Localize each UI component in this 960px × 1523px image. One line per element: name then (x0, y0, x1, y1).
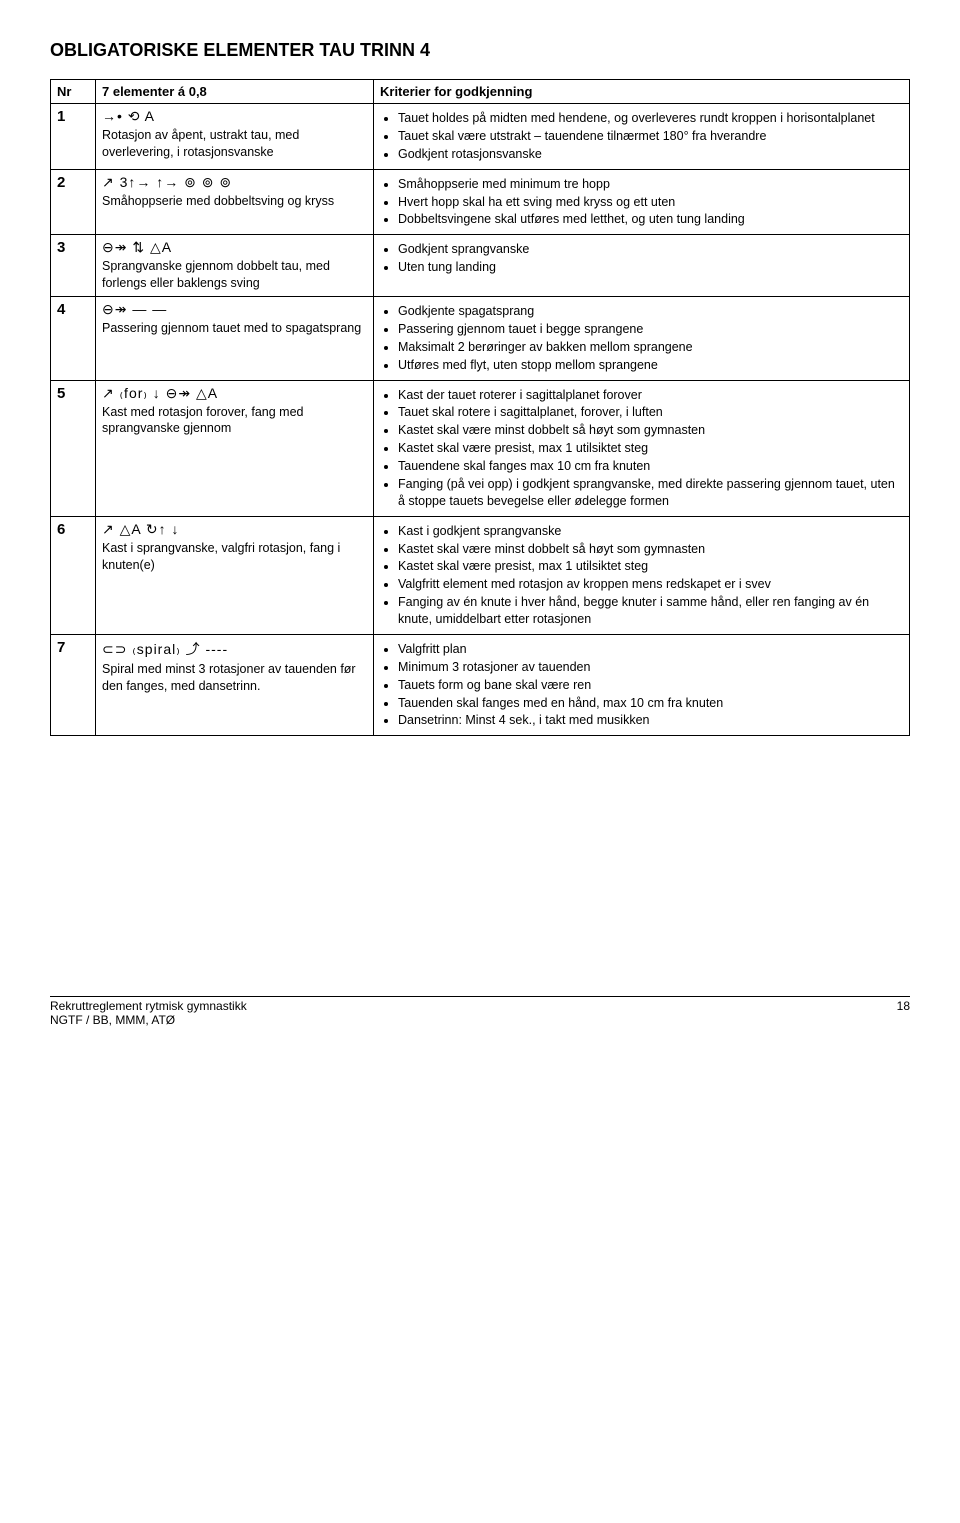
criteria-item: Utføres med flyt, uten stopp mellom spra… (398, 357, 903, 374)
criteria-list: Kast der tauet roterer i sagittalplanet … (380, 387, 903, 510)
element-description: Kast med rotasjon forover, fang med spra… (102, 404, 367, 438)
criteria-item: Kastet skal være minst dobbelt så høyt s… (398, 422, 903, 439)
criteria-list: Småhoppserie med minimum tre hoppHvert h… (380, 176, 903, 229)
element-cell: ⊂⊃ ₍spiral₎ ⤴ ----Spiral med minst 3 rot… (96, 634, 374, 735)
criteria-item: Kastet skal være presist, max 1 utilsikt… (398, 440, 903, 457)
page-footer: Rekruttreglement rytmisk gymnastikk NGTF… (50, 996, 910, 1027)
element-glyphs: ⊂⊃ ₍spiral₎ ⤴ ---- (102, 639, 367, 659)
element-description: Spiral med minst 3 rotasjoner av tauende… (102, 661, 367, 695)
row-number: 7 (51, 634, 96, 735)
criteria-cell: Kast der tauet roterer i sagittalplanet … (374, 380, 910, 516)
row-number: 4 (51, 297, 96, 381)
elements-table: Nr 7 elementer á 0,8 Kriterier for godkj… (50, 79, 910, 736)
element-glyphs: ⊖↠ ⇅ △A (102, 239, 367, 256)
criteria-item: Tauenden skal fanges med en hånd, max 10… (398, 695, 903, 712)
table-row: 4 ⊖↠ — — Passering gjennom tauet med to sp… (51, 297, 910, 381)
criteria-item: Uten tung landing (398, 259, 903, 276)
element-cell: ⊖↠ ⇅ △A Sprangvanske gjennom dobbelt tau,… (96, 235, 374, 297)
criteria-item: Passering gjennom tauet i begge sprangen… (398, 321, 903, 338)
criteria-item: Valgfritt plan (398, 641, 903, 658)
criteria-cell: Valgfritt planMinimum 3 rotasjoner av ta… (374, 634, 910, 735)
row-number: 6 (51, 516, 96, 634)
criteria-cell: Kast i godkjent sprangvanskeKastet skal … (374, 516, 910, 634)
header-nr: Nr (51, 80, 96, 104)
element-description: Kast i sprangvanske, valgfri rotasjon, f… (102, 540, 367, 574)
row-number: 3 (51, 235, 96, 297)
row-number: 1 (51, 104, 96, 170)
footer-line1: Rekruttreglement rytmisk gymnastikk (50, 999, 247, 1013)
element-description: Passering gjennom tauet med to spagatspr… (102, 320, 367, 337)
criteria-list: Kast i godkjent sprangvanskeKastet skal … (380, 523, 903, 628)
row-number: 2 (51, 169, 96, 235)
row-number: 5 (51, 380, 96, 516)
element-description: Sprangvanske gjennom dobbelt tau, med fo… (102, 258, 367, 292)
criteria-cell: Tauet holdes på midten med hendene, og o… (374, 104, 910, 170)
element-glyphs: ↗ △A ↻↑ ↓ (102, 521, 367, 538)
criteria-item: Kast i godkjent sprangvanske (398, 523, 903, 540)
element-glyphs: ↗ 3↑→ ↑→ ⊚ ⊚ ⊚ (102, 174, 367, 191)
header-elements: 7 elementer á 0,8 (96, 80, 374, 104)
criteria-item: Godkjente spagatsprang (398, 303, 903, 320)
criteria-item: Hvert hopp skal ha ett sving med kryss o… (398, 194, 903, 211)
criteria-item: Tauet holdes på midten med hendene, og o… (398, 110, 903, 127)
criteria-item: Godkjent sprangvanske (398, 241, 903, 258)
criteria-item: Kastet skal være presist, max 1 utilsikt… (398, 558, 903, 575)
element-cell: ↗ 3↑→ ↑→ ⊚ ⊚ ⊚ Småhoppserie med dobbeltsv… (96, 169, 374, 235)
criteria-item: Tauets form og bane skal være ren (398, 677, 903, 694)
footer-left: Rekruttreglement rytmisk gymnastikk NGTF… (50, 999, 247, 1027)
criteria-list: Godkjente spagatsprangPassering gjennom … (380, 303, 903, 374)
criteria-item: Kast der tauet roterer i sagittalplanet … (398, 387, 903, 404)
element-glyphs: →• ⟲ A (102, 108, 367, 125)
table-row: 6 ↗ △A ↻↑ ↓ Kast i sprangvanske, valgfri r… (51, 516, 910, 634)
element-cell: →• ⟲ A Rotasjon av åpent, ustrakt tau, me… (96, 104, 374, 170)
criteria-list: Tauet holdes på midten med hendene, og o… (380, 110, 903, 163)
criteria-item: Dobbeltsvingene skal utføres med letthet… (398, 211, 903, 228)
element-cell: ↗ ₍for₎ ↓ ⊖↠ △A Kast med rotasjon forover… (96, 380, 374, 516)
element-cell: ⊖↠ — — Passering gjennom tauet med to spa… (96, 297, 374, 381)
criteria-item: Småhoppserie med minimum tre hopp (398, 176, 903, 193)
criteria-item: Fanging (på vei opp) i godkjent sprangva… (398, 476, 903, 510)
element-glyphs: ⊖↠ — — (102, 301, 367, 318)
table-row: 7⊂⊃ ₍spiral₎ ⤴ ----Spiral med minst 3 ro… (51, 634, 910, 735)
footer-line2: NGTF / BB, MMM, ATØ (50, 1013, 247, 1027)
element-glyphs: ↗ ₍for₎ ↓ ⊖↠ △A (102, 385, 367, 402)
criteria-cell: Småhoppserie med minimum tre hoppHvert h… (374, 169, 910, 235)
criteria-item: Tauet skal være utstrakt – tauendene til… (398, 128, 903, 145)
criteria-item: Godkjent rotasjonsvanske (398, 146, 903, 163)
page-title: OBLIGATORISKE ELEMENTER TAU TRINN 4 (50, 40, 910, 61)
table-row: 5 ↗ ₍for₎ ↓ ⊖↠ △A Kast med rotasjon forove… (51, 380, 910, 516)
criteria-cell: Godkjente spagatsprangPassering gjennom … (374, 297, 910, 381)
criteria-list: Godkjent sprangvanskeUten tung landing (380, 241, 903, 276)
element-description: Rotasjon av åpent, ustrakt tau, med over… (102, 127, 367, 161)
criteria-item: Tauet skal rotere i sagittalplanet, foro… (398, 404, 903, 421)
element-cell: ↗ △A ↻↑ ↓ Kast i sprangvanske, valgfri ro… (96, 516, 374, 634)
table-row: 3 ⊖↠ ⇅ △A Sprangvanske gjennom dobbelt tau… (51, 235, 910, 297)
criteria-item: Minimum 3 rotasjoner av tauenden (398, 659, 903, 676)
criteria-list: Valgfritt planMinimum 3 rotasjoner av ta… (380, 641, 903, 729)
criteria-cell: Godkjent sprangvanskeUten tung landing (374, 235, 910, 297)
table-row: 2 ↗ 3↑→ ↑→ ⊚ ⊚ ⊚ Småhoppserie med dobbelts… (51, 169, 910, 235)
element-description: Småhoppserie med dobbeltsving og kryss (102, 193, 367, 210)
criteria-item: Maksimalt 2 berøringer av bakken mellom … (398, 339, 903, 356)
criteria-item: Tauendene skal fanges max 10 cm fra knut… (398, 458, 903, 475)
criteria-item: Dansetrinn: Minst 4 sek., i takt med mus… (398, 712, 903, 729)
footer-page: 18 (897, 999, 910, 1027)
criteria-item: Kastet skal være minst dobbelt så høyt s… (398, 541, 903, 558)
criteria-item: Fanging av én knute i hver hånd, begge k… (398, 594, 903, 628)
header-criteria: Kriterier for godkjenning (374, 80, 910, 104)
criteria-item: Valgfritt element med rotasjon av kroppe… (398, 576, 903, 593)
table-row: 1 →• ⟲ A Rotasjon av åpent, ustrakt tau, m… (51, 104, 910, 170)
table-header-row: Nr 7 elementer á 0,8 Kriterier for godkj… (51, 80, 910, 104)
